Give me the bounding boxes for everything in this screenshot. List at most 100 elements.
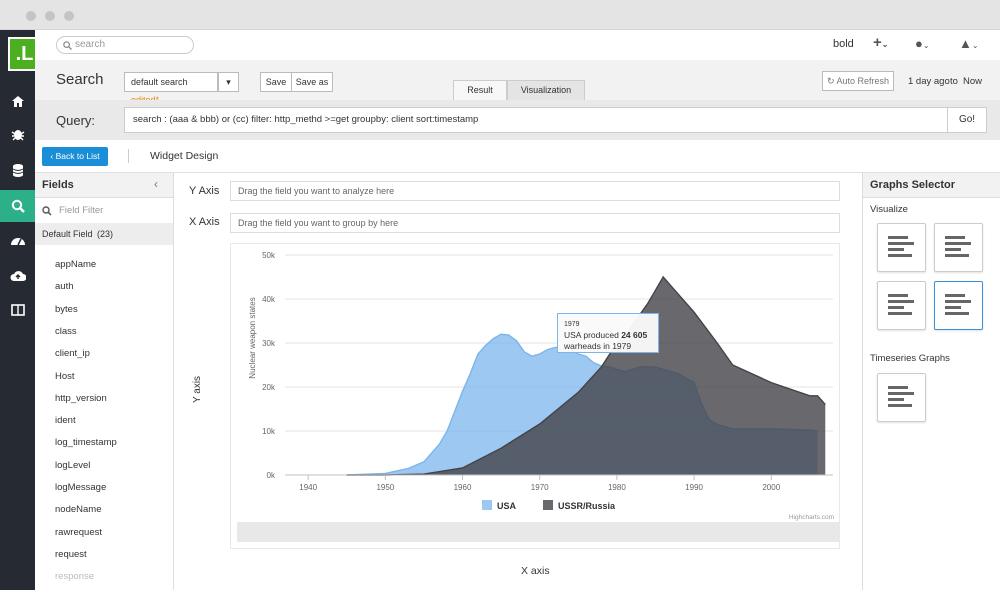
field-item[interactable]: logMessage — [55, 482, 107, 493]
field-item[interactable]: log_timestamp — [55, 437, 117, 449]
user-menu-icon[interactable]: ▲⌄ — [959, 36, 979, 51]
window-minimize-dot[interactable] — [45, 11, 55, 21]
time-to[interactable]: Now — [963, 76, 983, 87]
tooltip-line1: USA produced — [564, 330, 619, 340]
field-item[interactable]: client_ip — [55, 348, 90, 360]
fields-panel: Fields ‹ Field Filter Default Field (23)… — [35, 173, 174, 590]
search-icon[interactable] — [0, 190, 35, 222]
collapse-chevron-icon[interactable]: ‹ — [154, 177, 158, 191]
x-axis-dropzone[interactable]: Drag the field you want to group by here — [230, 213, 840, 233]
page-title: Search — [56, 71, 104, 88]
tooltip-year: 1979 — [564, 321, 580, 328]
back-label: Back to List — [55, 151, 100, 161]
graph-type-timeseries[interactable] — [877, 373, 926, 422]
window-zoom-dot[interactable] — [64, 11, 74, 21]
x-tick-label: 1970 — [531, 483, 549, 492]
window-titlebar — [0, 0, 1000, 30]
save-button[interactable]: Save — [260, 72, 292, 92]
legend-swatch — [543, 500, 553, 510]
field-item[interactable]: bytes — [55, 303, 78, 315]
legend-swatch — [482, 500, 492, 510]
chart-legend[interactable]: USA USSR/Russia — [482, 500, 616, 511]
time-from[interactable]: 1 day ago — [908, 76, 950, 87]
chart-series — [346, 275, 826, 476]
saved-search-dropdown-button[interactable]: ▾ — [218, 72, 239, 92]
globe-menu-icon[interactable]: ●⌄ — [915, 36, 930, 51]
global-search-placeholder: search — [75, 39, 106, 50]
dashboard-icon[interactable] — [0, 225, 35, 257]
query-input[interactable]: search : (aaa & bbb) or (cc) filter: htt… — [124, 107, 948, 133]
x-tick-label: 1950 — [376, 483, 394, 492]
divider — [128, 149, 129, 163]
back-to-list-button[interactable]: ‹ Back to List — [42, 147, 108, 166]
field-filter-placeholder: Field Filter — [59, 205, 104, 216]
field-filter-input[interactable]: Field Filter — [35, 198, 173, 223]
field-item[interactable]: Host — [55, 370, 75, 382]
home-icon[interactable] — [0, 85, 35, 117]
search-header: Search default search edited* ▾ Save Sav… — [35, 60, 1000, 105]
username[interactable]: bold — [833, 38, 854, 50]
saved-search-select[interactable]: default search edited* — [124, 72, 218, 105]
graph-type-bar-3[interactable] — [877, 281, 926, 330]
default-field-group[interactable]: Default Field (23) — [35, 223, 173, 245]
y-tick-label: 0k — [267, 471, 276, 480]
field-item[interactable]: rawrequest — [55, 526, 102, 538]
chart-navigator[interactable] — [237, 522, 840, 542]
bug-icon[interactable] — [0, 118, 35, 150]
graph-type-bar-4[interactable] — [934, 281, 983, 330]
columns-icon[interactable] — [0, 294, 35, 326]
field-item[interactable]: auth — [55, 281, 74, 293]
series-area-1 — [346, 277, 826, 475]
field-item[interactable]: appName — [55, 259, 97, 270]
tab-visualization[interactable]: Visualization — [507, 80, 585, 100]
y-tick-label: 30k — [262, 339, 276, 348]
timeseries-label: Timeseries Graphs — [870, 353, 950, 364]
field-item[interactable]: ident — [55, 415, 76, 427]
field-item[interactable]: request — [55, 548, 87, 560]
graph-type-bar-1[interactable] — [877, 223, 926, 272]
chart-credit[interactable]: Highcharts.com — [789, 514, 834, 521]
graphs-selector-header: Graphs Selector — [863, 173, 1000, 198]
widget-toolbar: ‹ Back to List Widget Design — [35, 140, 1000, 173]
tab-result[interactable]: Result — [453, 80, 507, 100]
y-tick-label: 10k — [262, 427, 276, 436]
chart-container — [230, 243, 840, 549]
x-axis-caption: X axis — [521, 565, 550, 577]
field-item[interactable]: class — [55, 325, 77, 337]
field-item[interactable]: nodeName — [55, 504, 102, 516]
field-item[interactable]: logLevel — [55, 459, 91, 471]
graph-type-bar-2[interactable] — [934, 223, 983, 272]
saved-search-name: default search — [131, 77, 188, 87]
tooltip-line2: warheads in 1979 — [564, 341, 632, 351]
x-tick-label: 1960 — [454, 483, 472, 492]
field-item[interactable]: response — [55, 571, 95, 583]
visualize-label: Visualize — [870, 204, 908, 215]
field-item[interactable]: http_version — [55, 392, 107, 404]
chart-ticks: 0k 10k 20k 30k 40k 50k 1940 1950 1960 1970 1980 199… — [262, 251, 833, 492]
go-button[interactable]: Go! — [947, 107, 987, 133]
cloud-upload-icon[interactable] — [0, 259, 35, 291]
graphs-selector-title: Graphs Selector — [870, 179, 955, 191]
refresh-icon: ↻ — [826, 76, 835, 86]
query-label: Query: — [56, 113, 96, 128]
window-close-dot[interactable] — [26, 11, 36, 21]
global-search-input[interactable]: search — [56, 36, 194, 54]
group-name: Default Field — [42, 229, 93, 239]
y-tick-label: 20k — [262, 383, 276, 392]
group-count: (23) — [97, 229, 114, 239]
database-icon[interactable] — [0, 154, 35, 186]
search-icon — [63, 41, 72, 50]
visualization-area: Y Axis Drag the field you want to analyz… — [174, 173, 862, 590]
chart-tooltip: 1979 USA produced 24 605 warheads in 197… — [557, 313, 659, 353]
x-tick-label: 2000 — [762, 483, 780, 492]
tooltip-value: 24 605 — [621, 330, 648, 340]
add-menu-icon[interactable]: +⌄ — [873, 34, 889, 51]
auto-refresh-button[interactable]: ↻ Auto Refresh — [822, 71, 894, 91]
auto-refresh-label: Auto Refresh — [836, 76, 890, 86]
legend-label: USSR/Russia — [558, 501, 616, 511]
save-as-button[interactable]: Save as — [291, 72, 333, 92]
chevron-left-icon: ‹ — [50, 151, 54, 161]
fields-title: Fields — [42, 179, 74, 191]
y-axis-dropzone[interactable]: Drag the field you want to analyze here — [230, 181, 840, 201]
x-tick-label: 1980 — [608, 483, 626, 492]
